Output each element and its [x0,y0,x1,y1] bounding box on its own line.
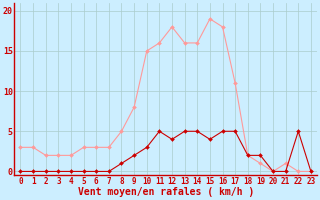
X-axis label: Vent moyen/en rafales ( km/h ): Vent moyen/en rafales ( km/h ) [77,187,254,197]
